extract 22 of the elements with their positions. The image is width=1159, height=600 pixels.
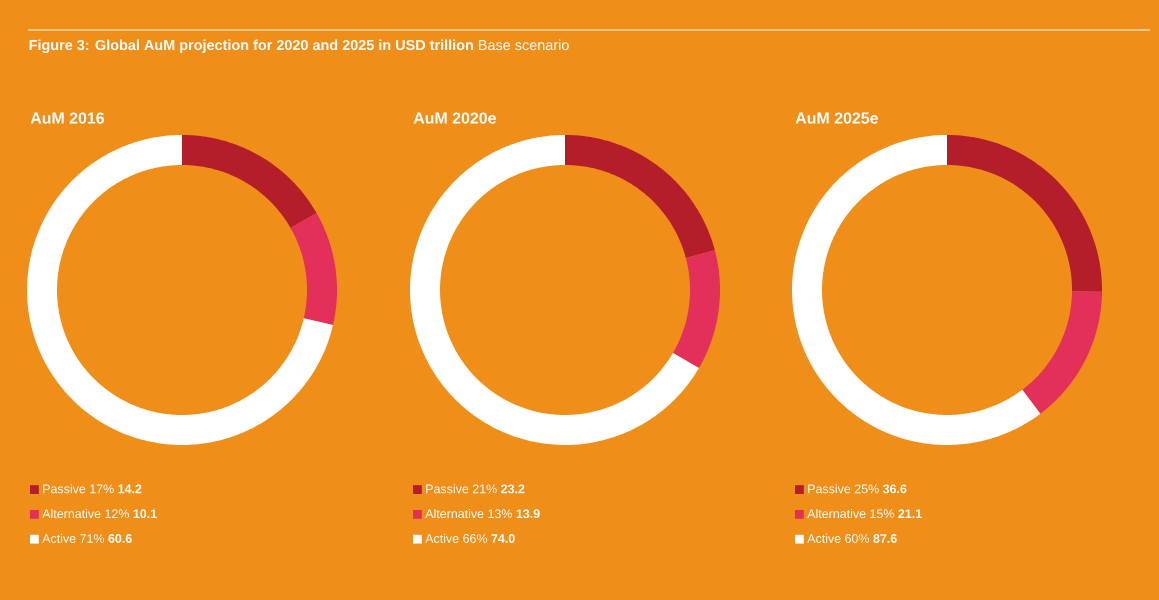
legend-label: Alternative xyxy=(807,508,866,519)
legend-label: Alternative xyxy=(42,508,101,519)
data-label: 13% 13.9 xyxy=(488,509,540,519)
data-label: 25% 36.6 xyxy=(854,484,907,494)
legend-label: Passive xyxy=(43,484,86,494)
chart-title: AuM 2020e xyxy=(413,112,496,124)
chart-title: AuM 2025e xyxy=(795,112,878,124)
data-label: 15% 21.1 xyxy=(870,509,922,519)
data-label: 60% 87.6 xyxy=(845,534,897,543)
legend-label: Passive xyxy=(808,484,851,494)
data-label: 71% 60.6 xyxy=(80,534,132,543)
data-label: 21% 23.2 xyxy=(472,484,525,494)
legend-label: Active xyxy=(42,533,76,543)
legend-label: Passive xyxy=(426,484,469,494)
legend-label: Active xyxy=(807,533,841,543)
data-label: 66% 74.0 xyxy=(463,534,515,543)
text: Figure 3: Global AuM projection for 2020 and 2025 in USD trillion Base scenario xyxy=(29,39,569,54)
chart-title: AuM 2016 xyxy=(30,112,105,124)
data-label: 12% 10.1 xyxy=(105,509,157,519)
legend-label: Active xyxy=(425,533,459,543)
legend-label: Alternative xyxy=(425,508,484,519)
data-label: 17% 14.2 xyxy=(90,484,142,494)
